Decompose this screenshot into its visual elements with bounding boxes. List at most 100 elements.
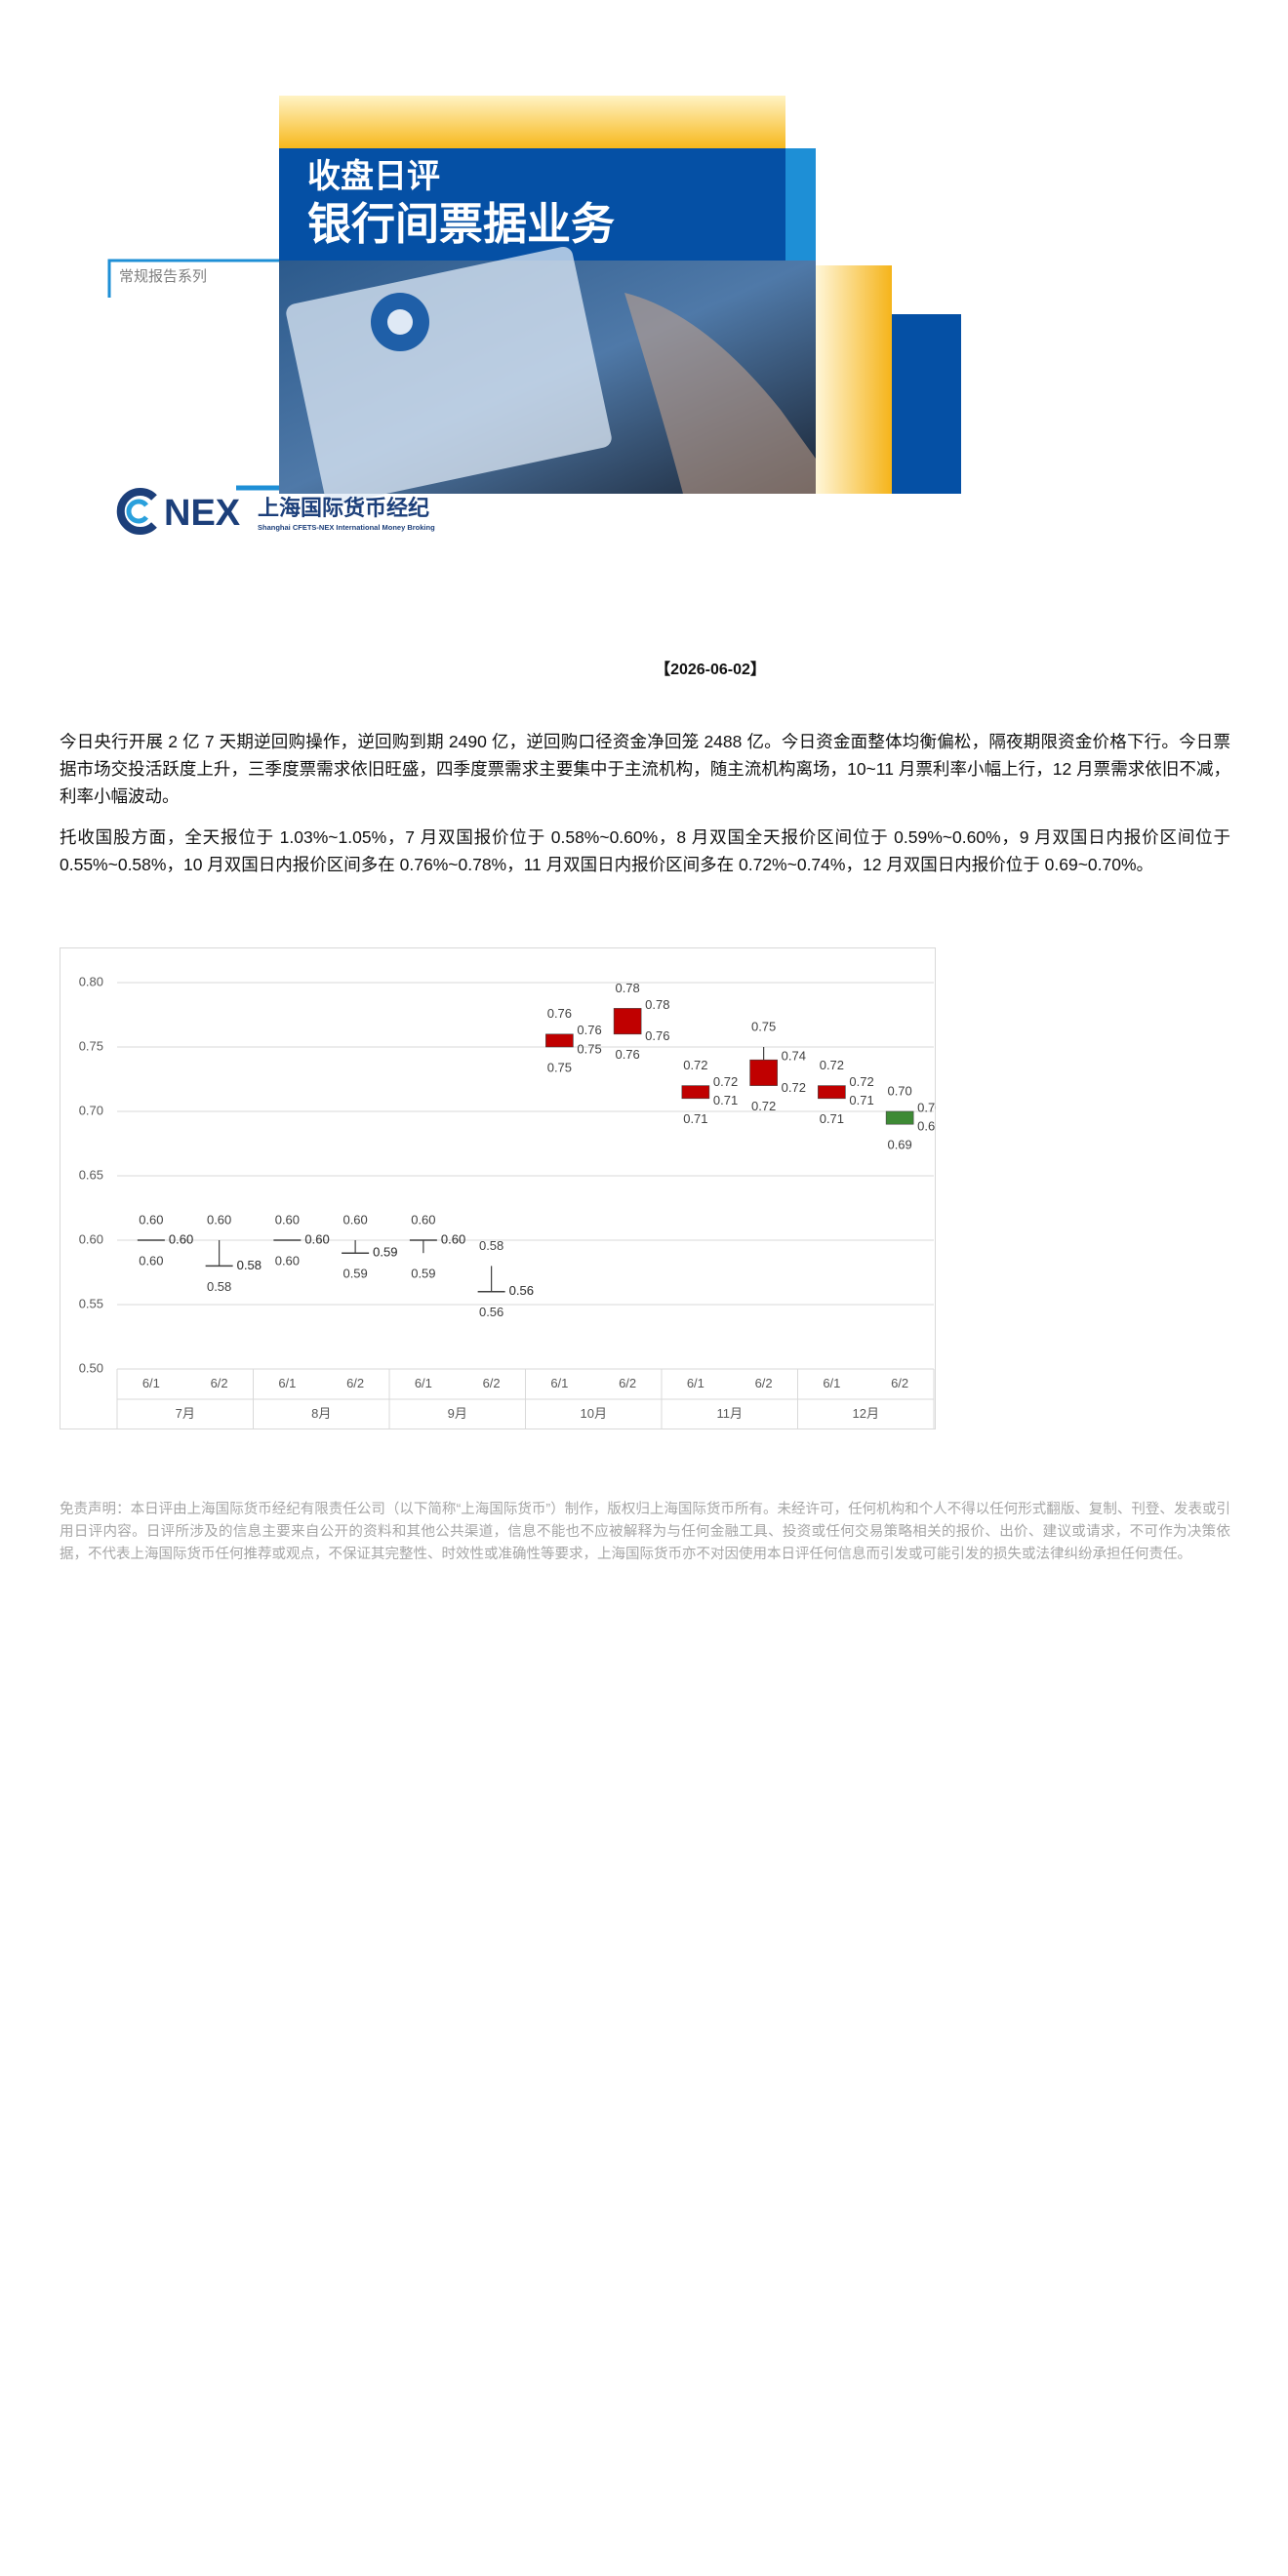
data-label: 0.72: [713, 1074, 738, 1089]
x-tick-label: 6/1: [278, 1376, 296, 1390]
data-label: 0.56: [479, 1305, 503, 1319]
y-tick-label: 0.65: [79, 1167, 103, 1182]
group-label: 10月: [581, 1406, 607, 1421]
data-label: 0.71: [683, 1111, 707, 1126]
series-label: 常规报告系列: [119, 268, 207, 285]
candle-body: [818, 1085, 846, 1100]
banner-blue: [279, 148, 785, 261]
x-tick-label: 6/1: [142, 1376, 160, 1390]
data-label: 0.60: [441, 1231, 465, 1246]
x-tick-label: 6/1: [550, 1376, 568, 1390]
x-tick-label: 6/2: [755, 1376, 773, 1390]
data-label: 0.60: [207, 1212, 231, 1227]
y-tick-label: 0.50: [79, 1360, 103, 1375]
data-label: 0.71: [713, 1093, 738, 1107]
data-label: 0.59: [373, 1245, 397, 1260]
data-label: 0.76: [645, 1028, 669, 1043]
data-label: 0.72: [751, 1099, 776, 1113]
x-tick-label: 6/2: [619, 1376, 636, 1390]
x-tick-label: 6/1: [687, 1376, 704, 1390]
report-date: 【2026-06-02】: [655, 662, 766, 678]
data-label: 0.75: [577, 1041, 601, 1056]
x-tick-label: 6/2: [346, 1376, 364, 1390]
candle-body: [681, 1085, 710, 1100]
y-tick-label: 0.70: [79, 1103, 103, 1117]
banner-yellow-top: [279, 96, 785, 148]
logo-symbol-inner: [126, 499, 148, 524]
data-label: 0.75: [547, 1060, 572, 1074]
banner-yellow-right: [816, 265, 892, 494]
data-label: 0.58: [237, 1258, 262, 1272]
data-label: 0.70: [887, 1083, 911, 1098]
photo-tablet: [286, 246, 612, 505]
y-tick-label: 0.80: [79, 974, 103, 988]
series-bracket: [107, 259, 279, 298]
chart: 0.50 0.55 0.60 0.65 0.70 0.75 0.80 7月 8月 9月 10月 11月…: [60, 947, 936, 1429]
logo-mark: NEX: [164, 493, 241, 534]
data-label: 0.59: [342, 1267, 367, 1281]
group-label: 7月: [176, 1406, 195, 1421]
photo-hand: [624, 293, 816, 494]
data-label: 0.74: [782, 1049, 806, 1064]
data-label: 0.75: [751, 1019, 776, 1033]
data-label: 0.69: [887, 1138, 911, 1152]
data-label: 0.71: [849, 1093, 873, 1107]
data-label: 0.72: [849, 1074, 873, 1089]
data-label: 0.59: [411, 1267, 435, 1281]
candle-body: [545, 1033, 574, 1048]
data-label: 0.76: [577, 1023, 601, 1037]
data-label: 0.60: [342, 1212, 367, 1227]
banner-blue-right: [892, 314, 961, 494]
disclaimer: 免责声明：本日评由上海国际货币经纪有限责任公司（以下简称“上海国际货币”）制作，…: [60, 1502, 1230, 1562]
data-label: 0.60: [304, 1231, 329, 1246]
group-label: 8月: [311, 1406, 331, 1421]
data-label: 0.58: [237, 1258, 262, 1272]
data-label: 0.78: [615, 981, 639, 995]
group-label: 9月: [448, 1406, 467, 1421]
group-label: 12月: [853, 1406, 879, 1421]
banner: 常规报告系列 收盘日评 银行间票据业务 NEX 上海国际货币经纪 Shangha…: [107, 96, 961, 535]
data-label: 0.60: [304, 1231, 329, 1246]
data-label: 0.60: [169, 1231, 193, 1246]
data-label: 0.58: [479, 1238, 503, 1253]
report-title: 收盘日评: [307, 158, 440, 195]
data-label: 0.70: [917, 1100, 936, 1114]
data-label: 0.71: [820, 1111, 844, 1126]
data-label: 0.60: [441, 1231, 465, 1246]
x-tick-label: 6/2: [211, 1376, 228, 1390]
x-tick-label: 6/1: [823, 1376, 840, 1390]
data-label: 0.60: [275, 1253, 300, 1268]
candle-body: [885, 1110, 914, 1125]
data-label: 0.60: [139, 1253, 163, 1268]
data-label: 0.60: [275, 1212, 300, 1227]
photo-donut-hole: [387, 309, 413, 335]
y-tick-label: 0.55: [79, 1296, 103, 1310]
logo-name: 上海国际货币经纪: [258, 496, 429, 520]
data-label: 0.59: [373, 1245, 397, 1260]
chart-border: [60, 947, 936, 1429]
report-subtitle: 银行间票据业务: [307, 199, 615, 249]
x-tick-label: 6/2: [891, 1376, 908, 1390]
data-label: 0.72: [782, 1080, 806, 1095]
data-label: 0.72: [820, 1058, 844, 1072]
data-label: 0.60: [139, 1212, 163, 1227]
data-label: 0.58: [207, 1279, 231, 1294]
data-label: 0.56: [509, 1283, 534, 1298]
data-label: 0.60: [411, 1212, 435, 1227]
y-tick-label: 0.60: [79, 1231, 103, 1246]
x-tick-label: 6/1: [415, 1376, 432, 1390]
logo-symbol: [116, 488, 157, 535]
data-label: 0.69: [917, 1119, 936, 1134]
data-label: 0.78: [645, 997, 669, 1012]
data-label: 0.72: [683, 1058, 707, 1072]
data-label: 0.76: [615, 1047, 639, 1062]
candle-body: [613, 1008, 642, 1035]
banner-stripe: [785, 148, 816, 261]
data-label: 0.60: [169, 1231, 193, 1246]
paragraph: 今日央行开展 2 亿 7 天期逆回购操作，逆回购到期 2490 亿，逆回购口径资…: [60, 732, 1230, 806]
candle-body: [749, 1059, 778, 1086]
x-tick-label: 6/2: [483, 1376, 501, 1390]
logo-english: Shanghai CFETS-NEX International Money B…: [258, 523, 435, 532]
data-label: 0.76: [547, 1006, 572, 1021]
